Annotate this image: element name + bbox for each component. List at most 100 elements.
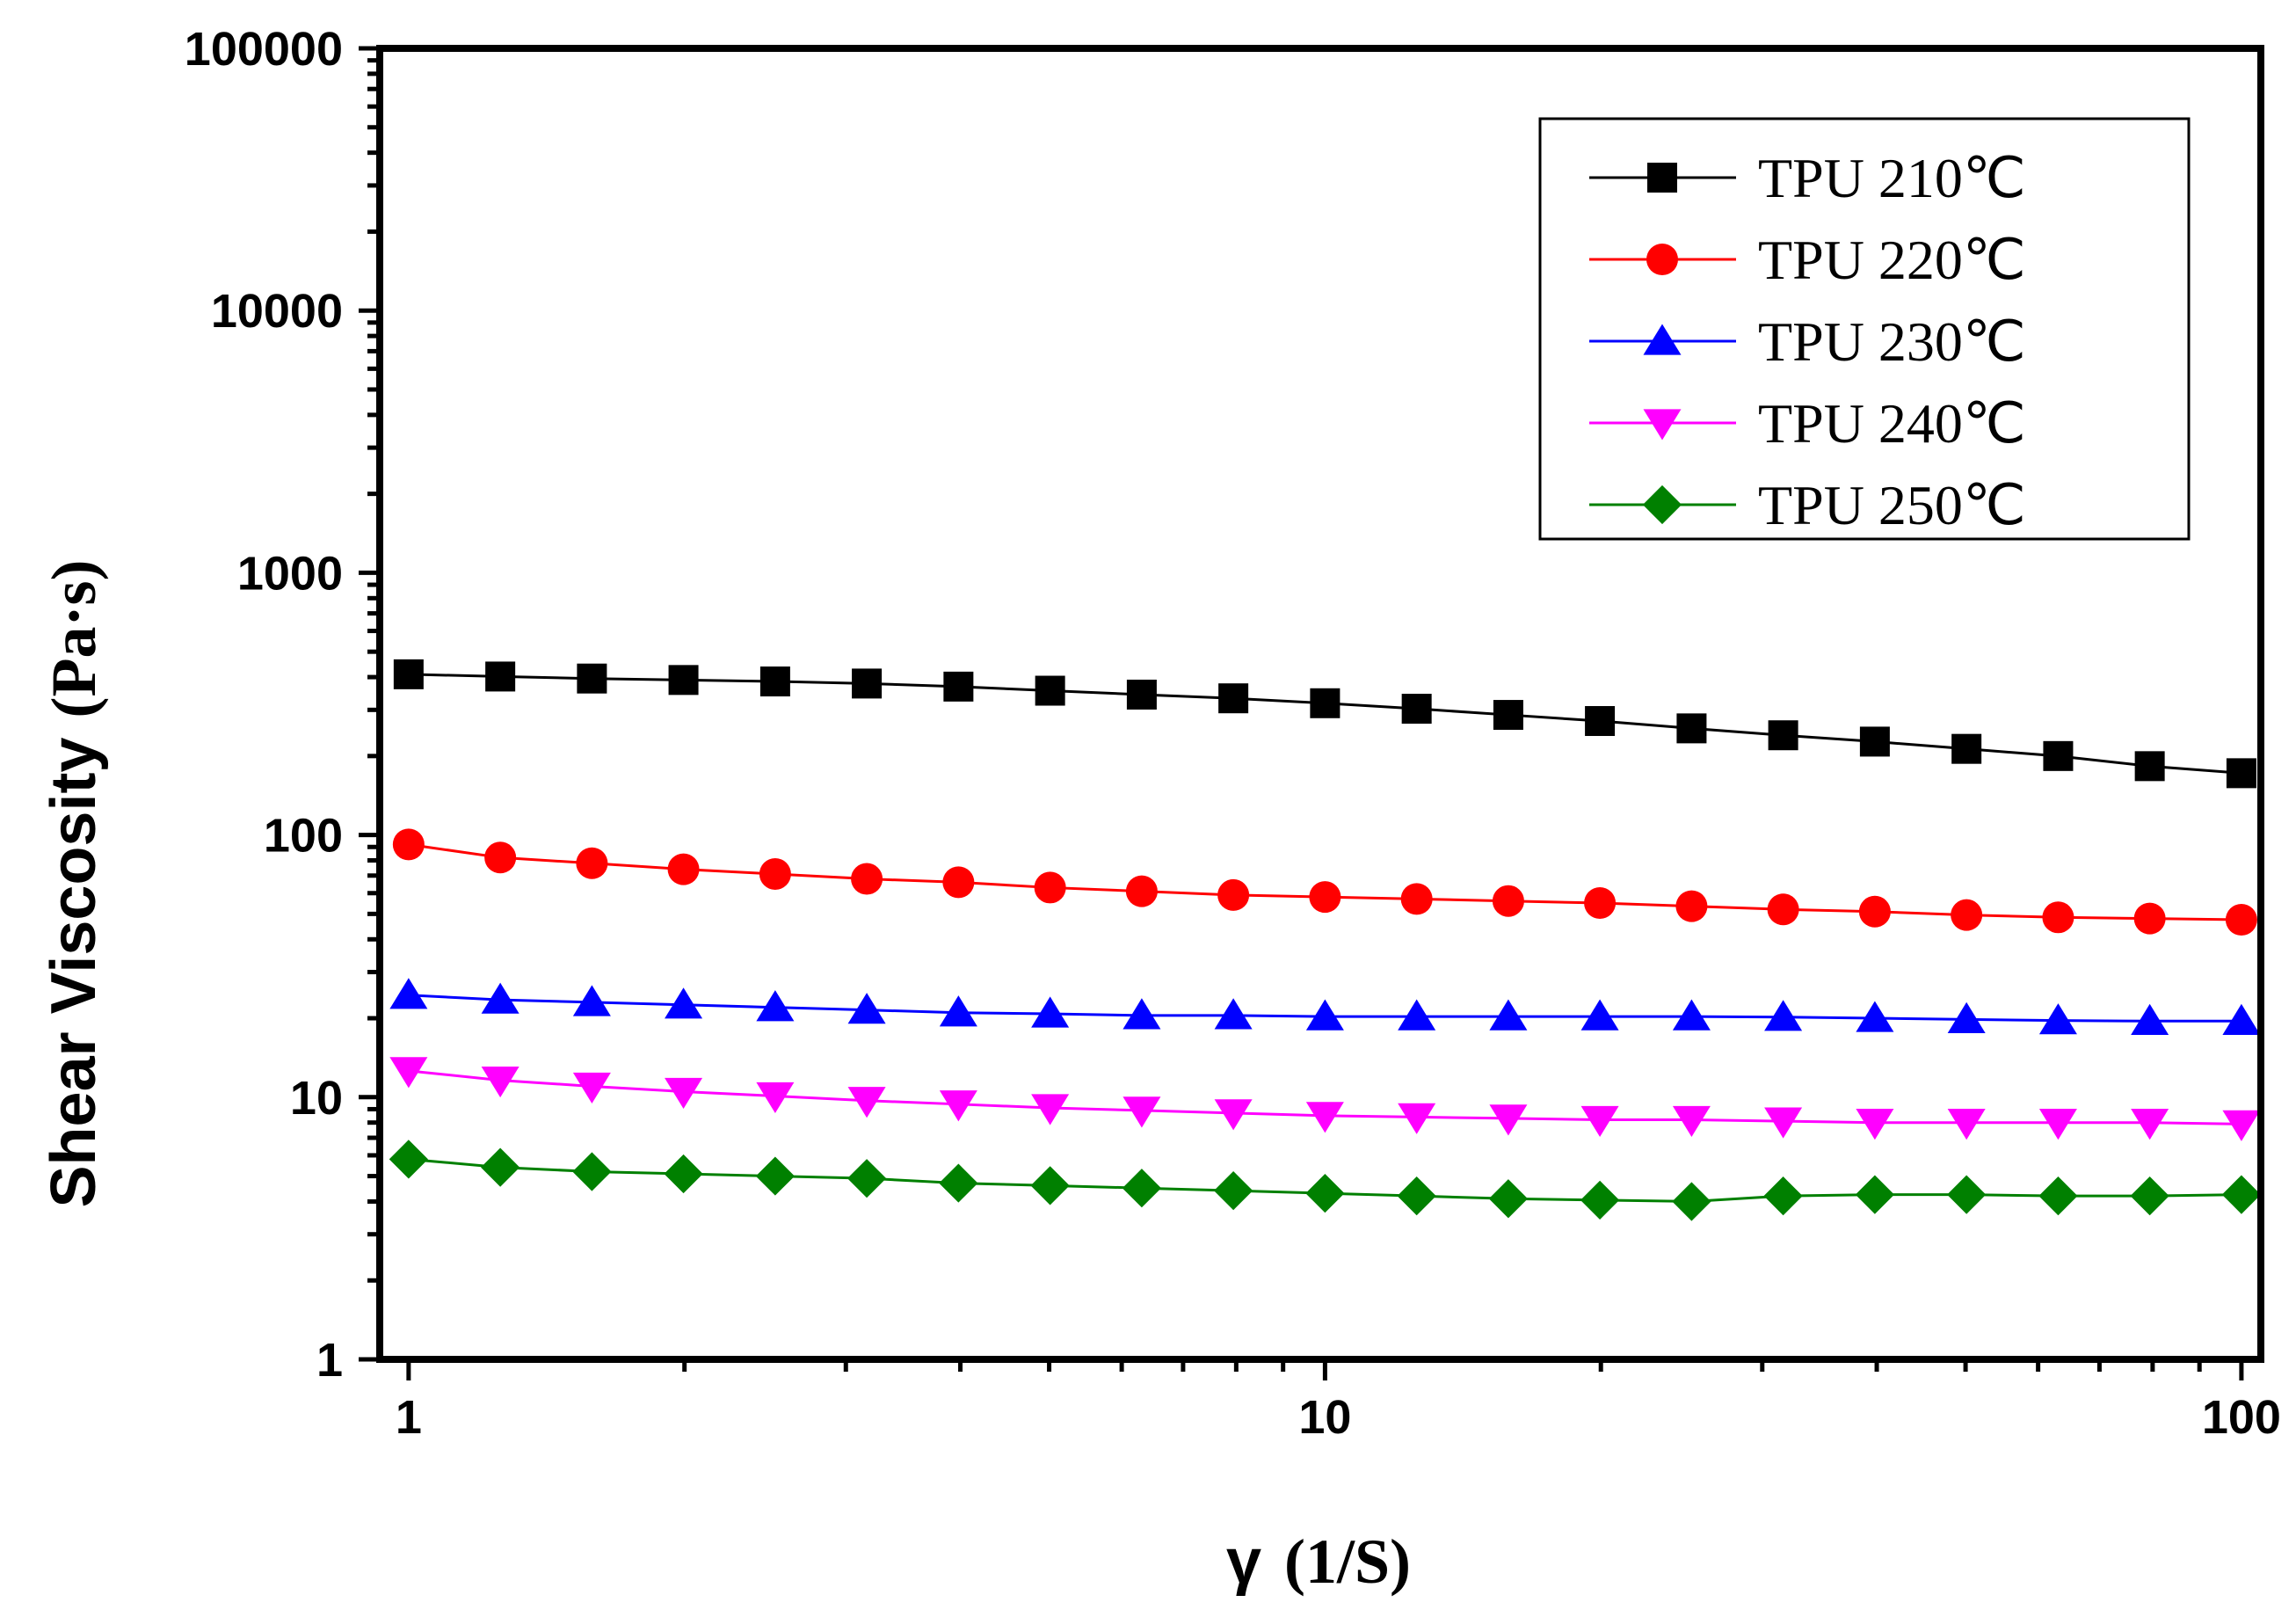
- y-tick-label: 10000: [211, 285, 343, 338]
- data-point: [847, 993, 886, 1024]
- data-point: [1947, 1175, 1987, 1214]
- legend-marker: [1647, 163, 1677, 193]
- data-point: [2130, 1176, 2169, 1216]
- y-tick-label: 10: [290, 1072, 343, 1125]
- data-point: [2042, 901, 2074, 934]
- data-point: [1859, 726, 1890, 757]
- data-point: [1858, 895, 1891, 928]
- data-point: [2038, 1109, 2077, 1140]
- data-point: [1672, 1105, 1711, 1138]
- data-point: [1310, 688, 1341, 718]
- data-point: [2225, 904, 2257, 936]
- data-point: [1947, 1002, 1986, 1033]
- data-point: [1401, 694, 1432, 725]
- y-axis-label: Shear Viscosity: [39, 737, 109, 1207]
- legend-label: TPU 240℃: [1758, 392, 2026, 455]
- data-point: [2131, 1109, 2169, 1140]
- data-point: [1768, 720, 1798, 751]
- data-point: [1767, 893, 1799, 926]
- data-point: [1764, 1000, 1803, 1031]
- data-point: [1488, 1179, 1529, 1219]
- data-point: [1675, 890, 1708, 922]
- data-point: [1214, 1171, 1253, 1211]
- data-point: [1947, 1109, 1986, 1140]
- series-5: [389, 1140, 2262, 1221]
- legend-marker: [1643, 324, 1682, 355]
- data-point: [1122, 1169, 1162, 1208]
- data-point: [1125, 875, 1158, 907]
- data-point: [1580, 1105, 1619, 1138]
- data-point: [1493, 700, 1523, 731]
- data-point: [1672, 1182, 1711, 1221]
- data-point: [2038, 1003, 2077, 1035]
- data-point: [1398, 1103, 1436, 1134]
- data-point: [2038, 1176, 2078, 1216]
- data-point: [389, 1140, 428, 1179]
- data-point: [664, 1154, 703, 1194]
- data-point: [1398, 999, 1436, 1031]
- legend-label: TPU 230℃: [1758, 310, 2026, 373]
- data-point: [577, 663, 607, 694]
- data-point: [389, 978, 428, 1009]
- x-axis-unit: (1/S): [1284, 1526, 1411, 1597]
- data-point: [1584, 887, 1617, 920]
- data-point: [851, 863, 883, 895]
- data-point: [1951, 733, 1982, 764]
- data-point: [1580, 1180, 1620, 1220]
- data-point: [1034, 871, 1066, 904]
- series-1: [393, 659, 2256, 789]
- data-point: [2221, 1175, 2262, 1214]
- data-point: [485, 661, 516, 692]
- data-point: [2222, 1003, 2261, 1035]
- data-point: [1585, 706, 1616, 737]
- data-point: [1400, 883, 1433, 915]
- data-point: [2133, 902, 2166, 935]
- legend-item: TPU 240℃: [1589, 392, 2026, 455]
- data-point: [755, 1156, 795, 1196]
- data-point: [847, 1087, 886, 1118]
- data-point: [1951, 899, 1983, 931]
- data-point: [1030, 1166, 1070, 1205]
- data-point: [846, 1159, 887, 1198]
- data-point: [1764, 1107, 1803, 1139]
- data-point: [1676, 713, 1707, 744]
- data-point: [393, 659, 424, 689]
- y-tick-label: 100000: [185, 23, 343, 76]
- data-point: [481, 982, 520, 1014]
- data-point: [572, 985, 611, 1016]
- data-point: [939, 995, 977, 1027]
- legend-item: TPU 220℃: [1589, 229, 2026, 291]
- data-point: [756, 990, 795, 1022]
- x-tick-label: 1: [396, 1391, 422, 1444]
- y-tick-label: 100: [264, 810, 343, 863]
- data-point: [1035, 675, 1065, 706]
- data-point: [667, 853, 700, 885]
- data-point: [1580, 999, 1619, 1031]
- data-point: [2043, 740, 2074, 771]
- data-point: [942, 866, 975, 899]
- data-point: [939, 1163, 978, 1203]
- data-point: [1218, 683, 1249, 714]
- legend-label: TPU 220℃: [1758, 229, 2026, 291]
- data-point: [1397, 1176, 1436, 1216]
- legend-items: TPU 210℃ TPU 220℃ TPU 230℃ TPU 240℃ TPU 250℃: [1589, 147, 2026, 536]
- data-point: [1489, 1104, 1528, 1136]
- legend-item: TPU 210℃: [1589, 147, 2026, 209]
- series-4: [389, 1057, 2261, 1141]
- data-point: [389, 1057, 428, 1089]
- data-point: [481, 1066, 520, 1098]
- data-point: [2226, 758, 2256, 789]
- data-point: [1031, 1094, 1070, 1125]
- data-point: [1489, 999, 1528, 1031]
- data-point: [1126, 679, 1157, 710]
- data-point: [668, 665, 699, 696]
- data-point: [1305, 999, 1344, 1031]
- legend: TPU 210℃ TPU 220℃ TPU 230℃ TPU 240℃ TPU 250℃: [1538, 117, 2191, 541]
- data-point: [1214, 998, 1253, 1030]
- data-point: [1856, 1109, 1894, 1140]
- data-point: [572, 1152, 612, 1191]
- series-layer: [389, 659, 2262, 1221]
- y-tick-label: 1000: [237, 547, 343, 600]
- data-point: [852, 668, 883, 699]
- series-2: [392, 828, 2257, 936]
